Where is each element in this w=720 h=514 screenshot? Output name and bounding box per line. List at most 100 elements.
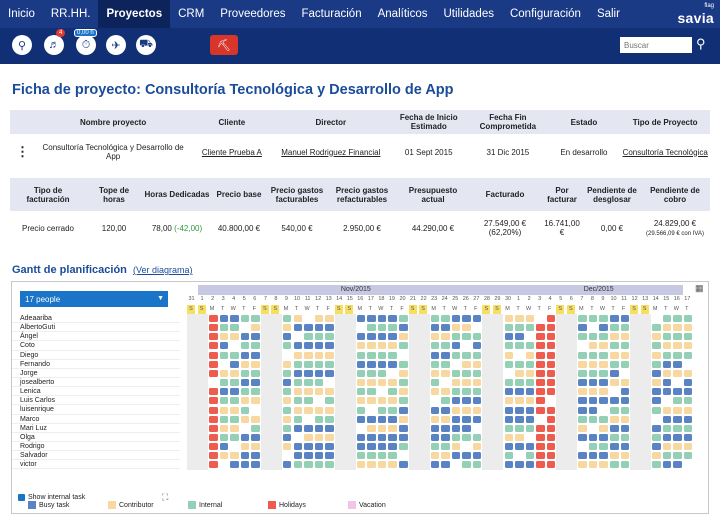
gantt-cell[interactable] bbox=[610, 360, 619, 368]
gantt-cell[interactable] bbox=[578, 324, 587, 332]
gantt-cell[interactable] bbox=[240, 333, 250, 341]
gantt-cell[interactable] bbox=[599, 342, 608, 350]
gantt-cell[interactable] bbox=[356, 342, 366, 350]
gantt-cell[interactable] bbox=[356, 369, 366, 377]
gantt-cell[interactable] bbox=[578, 351, 587, 359]
gantt-cell[interactable] bbox=[620, 333, 630, 341]
gantt-cell[interactable] bbox=[293, 379, 303, 387]
gantt-cell[interactable] bbox=[388, 406, 397, 414]
gantt-cell[interactable] bbox=[399, 360, 408, 368]
gantt-cell[interactable] bbox=[673, 388, 682, 396]
gantt-cell[interactable] bbox=[377, 333, 387, 341]
gantt-cell[interactable] bbox=[399, 424, 408, 432]
gantt-cell[interactable] bbox=[683, 369, 693, 377]
gantt-cell[interactable] bbox=[304, 379, 313, 387]
gantt-cell[interactable] bbox=[430, 342, 440, 350]
gantt-cell[interactable] bbox=[673, 315, 682, 322]
gantt-cell[interactable] bbox=[599, 369, 608, 377]
gantt-cell[interactable] bbox=[219, 443, 229, 451]
gantt-cell[interactable] bbox=[209, 461, 218, 469]
gantt-cell[interactable] bbox=[673, 433, 682, 441]
gantt-cell[interactable] bbox=[304, 342, 313, 350]
gantt-cell[interactable] bbox=[430, 461, 440, 469]
gantt-cell[interactable] bbox=[367, 333, 376, 341]
gantt-cell[interactable] bbox=[209, 397, 218, 405]
gantt-cell[interactable] bbox=[546, 461, 556, 469]
gantt-cell[interactable] bbox=[610, 342, 619, 350]
gantt-cell[interactable] bbox=[219, 333, 229, 341]
gantt-cell[interactable] bbox=[683, 388, 693, 396]
gantt-cell[interactable] bbox=[430, 333, 440, 341]
gantt-cell[interactable] bbox=[219, 324, 229, 332]
gantt-cell[interactable] bbox=[504, 342, 514, 350]
gantt-cell[interactable] bbox=[367, 324, 376, 332]
gantt-cell[interactable] bbox=[240, 360, 250, 368]
gantt-cell[interactable] bbox=[620, 397, 630, 405]
gantt-cell[interactable] bbox=[356, 315, 366, 322]
gantt-cell[interactable] bbox=[462, 333, 471, 341]
gantt-cell[interactable] bbox=[230, 424, 239, 432]
gantt-cell[interactable] bbox=[430, 360, 440, 368]
gantt-cell[interactable] bbox=[451, 424, 461, 432]
gantt-cell[interactable] bbox=[588, 342, 598, 350]
gantt-cell[interactable] bbox=[515, 424, 524, 432]
gantt-cell[interactable] bbox=[367, 379, 376, 387]
gantt-cell[interactable] bbox=[219, 369, 229, 377]
gantt-cell[interactable] bbox=[314, 424, 324, 432]
gantt-cell[interactable] bbox=[399, 388, 408, 396]
gantt-cell[interactable] bbox=[472, 315, 482, 322]
gantt-cell[interactable] bbox=[652, 397, 661, 405]
gantt-cell[interactable] bbox=[610, 443, 619, 451]
gantt-cell[interactable] bbox=[610, 415, 619, 423]
gantt-cell[interactable] bbox=[399, 369, 408, 377]
gantt-cell[interactable] bbox=[230, 315, 239, 322]
gantt-cell[interactable] bbox=[441, 415, 450, 423]
gantt-cell[interactable] bbox=[610, 424, 619, 432]
gantt-cell[interactable] bbox=[325, 433, 334, 441]
gantt-cell[interactable] bbox=[620, 406, 630, 414]
gantt-cell[interactable] bbox=[209, 415, 218, 423]
gantt-cell[interactable] bbox=[325, 397, 334, 405]
gantt-cell[interactable] bbox=[588, 369, 598, 377]
gantt-cell[interactable] bbox=[240, 433, 250, 441]
gantt-cell[interactable] bbox=[325, 315, 334, 322]
gantt-cell[interactable] bbox=[240, 315, 250, 322]
gantt-cell[interactable] bbox=[377, 360, 387, 368]
gantt-cell[interactable] bbox=[451, 342, 461, 350]
gantt-cell[interactable] bbox=[610, 452, 619, 460]
gantt-cell[interactable] bbox=[462, 379, 471, 387]
gantt-cell[interactable] bbox=[673, 333, 682, 341]
gantt-cell[interactable] bbox=[230, 452, 239, 460]
gantt-cell[interactable] bbox=[219, 342, 229, 350]
gantt-cell[interactable] bbox=[462, 369, 471, 377]
person-row[interactable]: Jorge bbox=[12, 369, 180, 378]
gantt-cell[interactable] bbox=[388, 379, 397, 387]
gantt-cell[interactable] bbox=[377, 443, 387, 451]
gantt-cell[interactable] bbox=[662, 351, 672, 359]
gantt-cell[interactable] bbox=[662, 369, 672, 377]
gantt-cell[interactable] bbox=[325, 406, 334, 414]
gantt-cell[interactable] bbox=[282, 342, 292, 350]
gantt-cell[interactable] bbox=[525, 351, 535, 359]
gantt-cell[interactable] bbox=[251, 369, 260, 377]
gantt-cell[interactable] bbox=[504, 324, 514, 332]
gantt-cell[interactable] bbox=[515, 369, 524, 377]
gantt-cell[interactable] bbox=[599, 443, 608, 451]
gantt-cell[interactable] bbox=[230, 433, 239, 441]
gantt-cell[interactable] bbox=[620, 324, 630, 332]
gantt-cell[interactable] bbox=[356, 397, 366, 405]
person-row[interactable]: Olga bbox=[12, 433, 180, 442]
gantt-cell[interactable] bbox=[662, 415, 672, 423]
gantt-cell[interactable] bbox=[314, 333, 324, 341]
gantt-cell[interactable] bbox=[515, 315, 524, 322]
gantt-cell[interactable] bbox=[472, 452, 482, 460]
gantt-cell[interactable] bbox=[314, 415, 324, 423]
search-icon[interactable]: ⚲ bbox=[696, 36, 706, 51]
gantt-cell[interactable] bbox=[515, 406, 524, 414]
gantt-cell[interactable] bbox=[472, 433, 482, 441]
gantt-cell[interactable] bbox=[430, 443, 440, 451]
gantt-cell[interactable] bbox=[304, 443, 313, 451]
gantt-cell[interactable] bbox=[610, 433, 619, 441]
gantt-cell[interactable] bbox=[282, 397, 292, 405]
gantt-cell[interactable] bbox=[356, 443, 366, 451]
